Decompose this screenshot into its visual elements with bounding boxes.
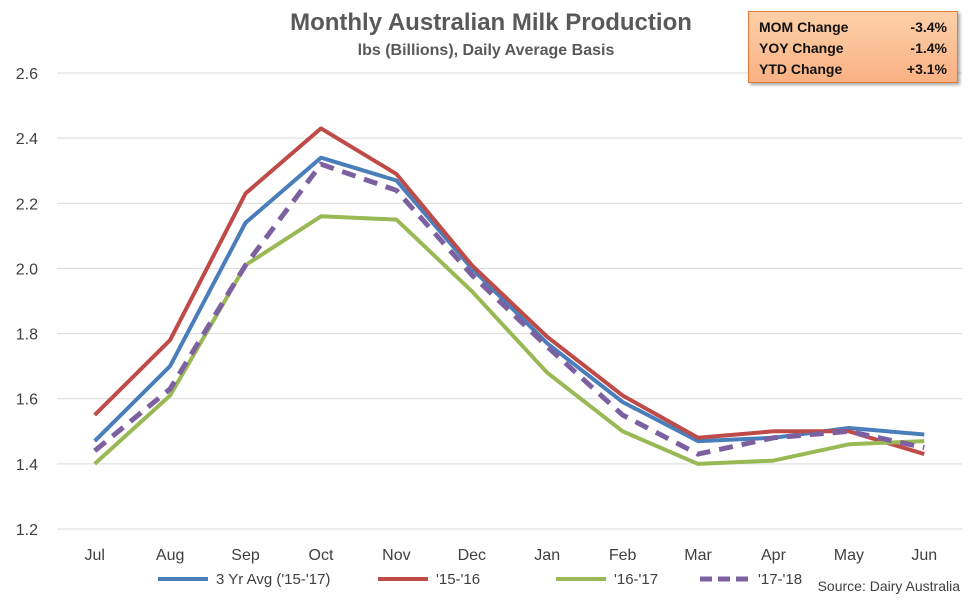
series-line [93,155,925,444]
series-line [93,161,925,457]
y-tick-label: 2.4 [16,131,38,148]
y-tick-label: 1.6 [16,392,38,409]
legend-label: '16-'17 [614,571,658,588]
x-tick-label: Apr [761,547,787,564]
y-tick-label: 1.4 [16,457,38,474]
x-tick-label: Mar [684,547,712,564]
series-line [93,126,925,457]
x-tick-label: May [834,547,864,564]
stat-row-ytd: YTD Change +3.1% [759,59,947,80]
stat-value: -3.4% [910,19,947,35]
stats-box: MOM Change -3.4% YOY Change -1.4% YTD Ch… [748,11,958,83]
x-tick-label: Jul [84,547,104,564]
series-line [93,214,925,466]
x-tick-label: Sep [231,547,260,564]
legend-label: 3 Yr Avg ('15-'17) [216,571,330,588]
stat-row-mom: MOM Change -3.4% [759,17,947,38]
y-tick-label: 2.0 [16,261,38,278]
stat-label: MOM Change [759,19,849,35]
x-tick-label: Jun [911,547,937,564]
x-tick-label: Dec [458,547,486,564]
y-tick-label: 1.2 [16,522,38,539]
stat-value: +3.1% [906,61,947,77]
x-tick-label: Oct [309,547,334,564]
x-tick-label: Feb [609,547,637,564]
y-tick-label: 2.2 [16,196,38,213]
x-tick-label: Aug [156,547,184,564]
legend-label: '15-'16 [436,571,480,588]
stat-label: YTD Change [759,61,843,77]
x-tick-label: Jan [534,547,560,564]
y-tick-label: 1.8 [16,327,38,344]
stat-row-yoy: YOY Change -1.4% [759,38,947,59]
chart-subtitle: lbs (Billions), Daily Average Basis [358,42,615,59]
stat-value: -1.4% [910,40,947,56]
y-tick-label: 2.6 [16,66,38,83]
x-tick-label: Nov [382,547,410,564]
chart-title: Monthly Australian Milk Production [290,9,692,36]
source-note: Source: Dairy Australia [818,578,961,594]
stat-label: YOY Change [759,40,844,56]
legend-label: '17-'18 [758,571,802,588]
